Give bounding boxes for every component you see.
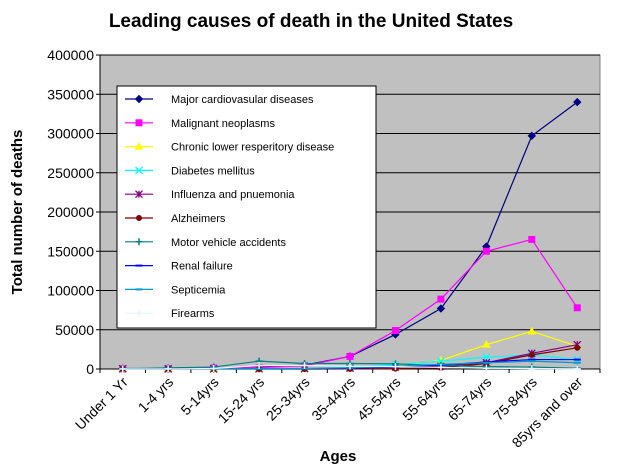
- legend-label: Malignant neoplasms: [171, 118, 275, 130]
- data-point: [528, 365, 536, 373]
- x-tick-label: 65-74yrs: [445, 374, 495, 424]
- y-tick-label: 400000: [47, 47, 94, 63]
- data-point: [573, 304, 581, 312]
- y-tick-label: 300000: [47, 126, 94, 142]
- legend-label: Firearms: [171, 308, 215, 320]
- data-point: [481, 340, 491, 348]
- data-point: [528, 351, 535, 358]
- legend-label: Motor vehicle accidents: [171, 237, 286, 249]
- y-tick-label: 250000: [47, 165, 94, 181]
- data-point: [391, 327, 399, 335]
- x-tick-label: Under 1 Yr: [72, 374, 131, 433]
- y-axis-ticks: 0 50000 100000 150000 200000 250000 300000 3500…: [47, 47, 101, 377]
- data-point: [436, 304, 446, 313]
- legend-label: Diabetes mellitus: [171, 165, 255, 177]
- y-tick-label: 150000: [47, 243, 94, 259]
- legend: Major cardiovasular diseases Malignant ne…: [116, 85, 377, 329]
- y-tick-label: 50000: [55, 322, 94, 338]
- legend-box: [116, 85, 377, 329]
- data-point: [346, 352, 354, 360]
- data-point: [135, 119, 143, 127]
- legend-item: Alzheimers: [125, 213, 226, 225]
- data-point: [135, 190, 143, 199]
- data-point: [255, 361, 263, 369]
- y-tick-label: 100000: [47, 283, 94, 299]
- data-point: [134, 142, 144, 150]
- x-tick-label: 15-24 yrs: [215, 374, 268, 427]
- data-point: [574, 344, 581, 351]
- legend-item: Influenza and pnuemonia: [125, 189, 295, 201]
- data-point: [437, 363, 445, 371]
- data-point: [134, 94, 144, 104]
- legend-label: Influenza and pnuemonia: [171, 189, 295, 201]
- data-point: [119, 365, 127, 373]
- legend-item: Renal failure: [125, 261, 233, 273]
- x-tick-label: 5-14yrs: [177, 374, 221, 418]
- legend-item: Septicemia: [125, 284, 226, 296]
- legend-item: Major cardiovasular diseases: [125, 94, 314, 106]
- legend-item: Diabetes mellitus: [125, 165, 255, 177]
- legend-label: Alzheimers: [171, 213, 226, 225]
- series-layer: [118, 97, 582, 373]
- legend-label: Renal failure: [171, 261, 233, 273]
- legend-label: Major cardiovasular diseases: [171, 94, 314, 106]
- data-point: [527, 326, 537, 335]
- data-point: [482, 364, 490, 372]
- legend-label: Chronic lower resperitory disease: [171, 142, 334, 154]
- y-tick-label: 200000: [47, 204, 94, 220]
- data-point: [482, 247, 490, 255]
- data-point: [164, 365, 172, 373]
- y-axis-title: Total number of deaths: [9, 130, 26, 295]
- data-point: [136, 215, 142, 221]
- data-point: [437, 295, 445, 303]
- legend-label: Septicemia: [171, 284, 226, 296]
- legend-item: Chronic lower resperitory disease: [125, 142, 334, 154]
- data-point: [210, 365, 218, 373]
- data-point: [135, 238, 143, 246]
- chart-title: Leading causes of death in the United St…: [109, 11, 513, 32]
- x-tick-label: 55-64yrs: [399, 374, 449, 424]
- y-tick-label: 0: [86, 361, 94, 377]
- x-tick-label: 35-44yrs: [308, 374, 358, 424]
- x-tick-label: 45-54yrs: [354, 374, 404, 424]
- data-point: [301, 361, 309, 369]
- data-point: [391, 363, 399, 371]
- legend-item: Malignant neoplasms: [125, 118, 275, 130]
- data-point: [135, 309, 143, 317]
- x-tick-label: 25-34yrs: [263, 374, 313, 424]
- data-point: [135, 166, 143, 175]
- data-point: [527, 131, 537, 141]
- data-point: [528, 235, 536, 243]
- x-axis-title: Ages: [320, 448, 357, 465]
- data-point: [573, 365, 581, 373]
- y-tick-label: 350000: [47, 86, 94, 102]
- data-point: [573, 97, 582, 107]
- legend-item: Motor vehicle accidents: [125, 237, 286, 249]
- data-point: [346, 362, 354, 370]
- x-tick-label: 1-4 yrs: [135, 374, 177, 416]
- legend-item: Firearms: [125, 308, 215, 320]
- series-10: [119, 361, 581, 373]
